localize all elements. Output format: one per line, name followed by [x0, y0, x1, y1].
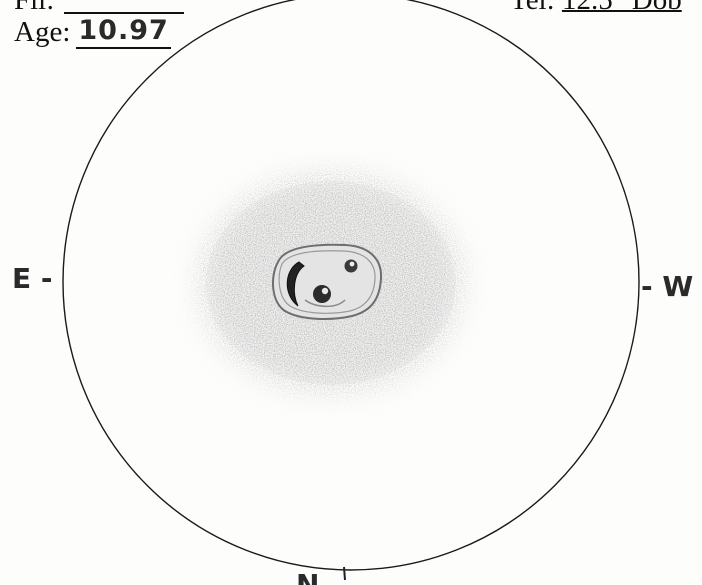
age-label-text: Age: [14, 16, 71, 48]
direction-west-label: - W [641, 270, 694, 303]
telescope-value: 12.5" Dob [561, 0, 682, 16]
crater-feature [272, 243, 383, 320]
filter-blank-line [64, 0, 185, 14]
filter-label: Fil: [14, 0, 185, 16]
age-field: Age: 10.97 [14, 15, 171, 51]
field-of-view-circle [62, 0, 640, 571]
age-value: 10.97 [76, 15, 171, 49]
north-tick [343, 566, 346, 581]
telescope-field: Tel: 12.5" Dob [510, 0, 682, 15]
direction-east-label: E - [12, 262, 53, 295]
central-peak-large [313, 285, 331, 303]
telescope-label-text: Tel: [510, 0, 555, 16]
filter-label-text: Fil: [14, 0, 55, 16]
direction-north-label: N [296, 568, 320, 585]
